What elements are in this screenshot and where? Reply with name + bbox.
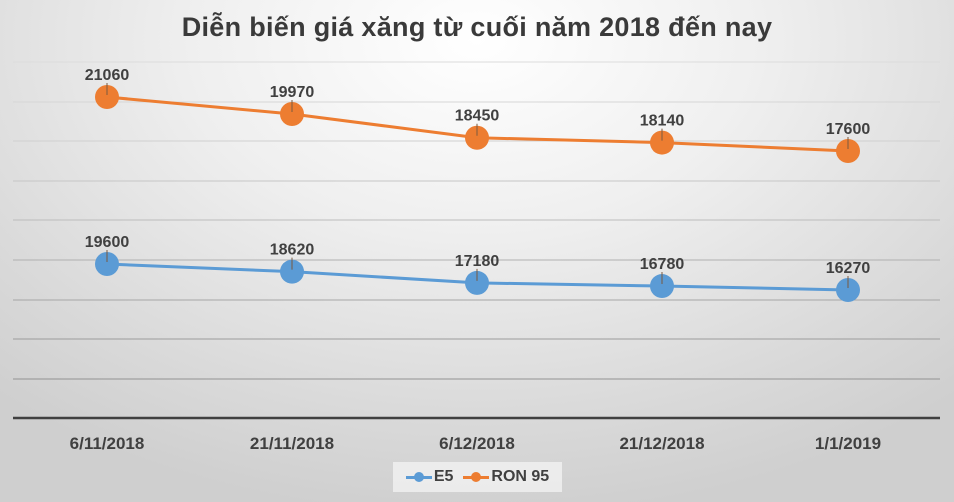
series-ron-95: 21060 19970 18450 18140 17600	[85, 67, 871, 164]
data-point-marker[interactable]	[280, 259, 304, 284]
x-tick-label: 6/12/2018	[439, 434, 515, 453]
data-label: 18620	[270, 242, 315, 259]
data-point-marker[interactable]	[280, 102, 304, 127]
data-label: 19600	[85, 234, 130, 251]
line-marker-icon	[463, 470, 490, 484]
legend-label: E5	[433, 468, 454, 485]
data-label: 18450	[455, 108, 500, 125]
series-e5: 19600 18620 17180 16780 16270	[85, 234, 871, 303]
data-point-marker[interactable]	[95, 85, 119, 109]
x-tick-label: 6/11/2018	[70, 434, 145, 453]
data-label: 16780	[640, 256, 685, 273]
x-tick-label: 1/1/2019	[815, 434, 881, 453]
data-point-marker[interactable]	[650, 130, 674, 155]
x-axis-ticks: 6/11/2018 21/11/2018 6/12/2018 21/12/2018 1/…	[70, 434, 881, 453]
data-label: 17600	[826, 121, 871, 138]
data-point-marker[interactable]	[465, 270, 489, 295]
data-label: 18140	[640, 113, 685, 130]
series-layer: 19600 18620 17180 16780 16270 21060 19970 18450…	[85, 67, 871, 303]
data-point-marker[interactable]	[836, 139, 860, 164]
legend-item-e5[interactable]: E5	[405, 468, 454, 486]
data-label: 17180	[455, 253, 500, 270]
data-point-marker[interactable]	[95, 252, 119, 276]
data-label: 19970	[270, 84, 315, 101]
legend: E5 RON 95	[393, 462, 562, 492]
x-tick-label: 21/12/2018	[619, 434, 704, 453]
x-tick-label: 21/11/2018	[250, 434, 334, 453]
line-marker-icon	[405, 470, 432, 484]
data-point-marker[interactable]	[465, 125, 489, 150]
legend-item-ron95[interactable]: RON 95	[463, 468, 549, 486]
legend-label: RON 95	[491, 468, 550, 485]
data-label: 21060	[85, 67, 130, 84]
data-label: 16270	[826, 260, 871, 277]
data-point-marker[interactable]	[836, 278, 860, 303]
chart-title: Diễn biến giá xăng từ cuối năm 2018 đến …	[181, 12, 773, 42]
data-point-marker[interactable]	[650, 274, 674, 299]
